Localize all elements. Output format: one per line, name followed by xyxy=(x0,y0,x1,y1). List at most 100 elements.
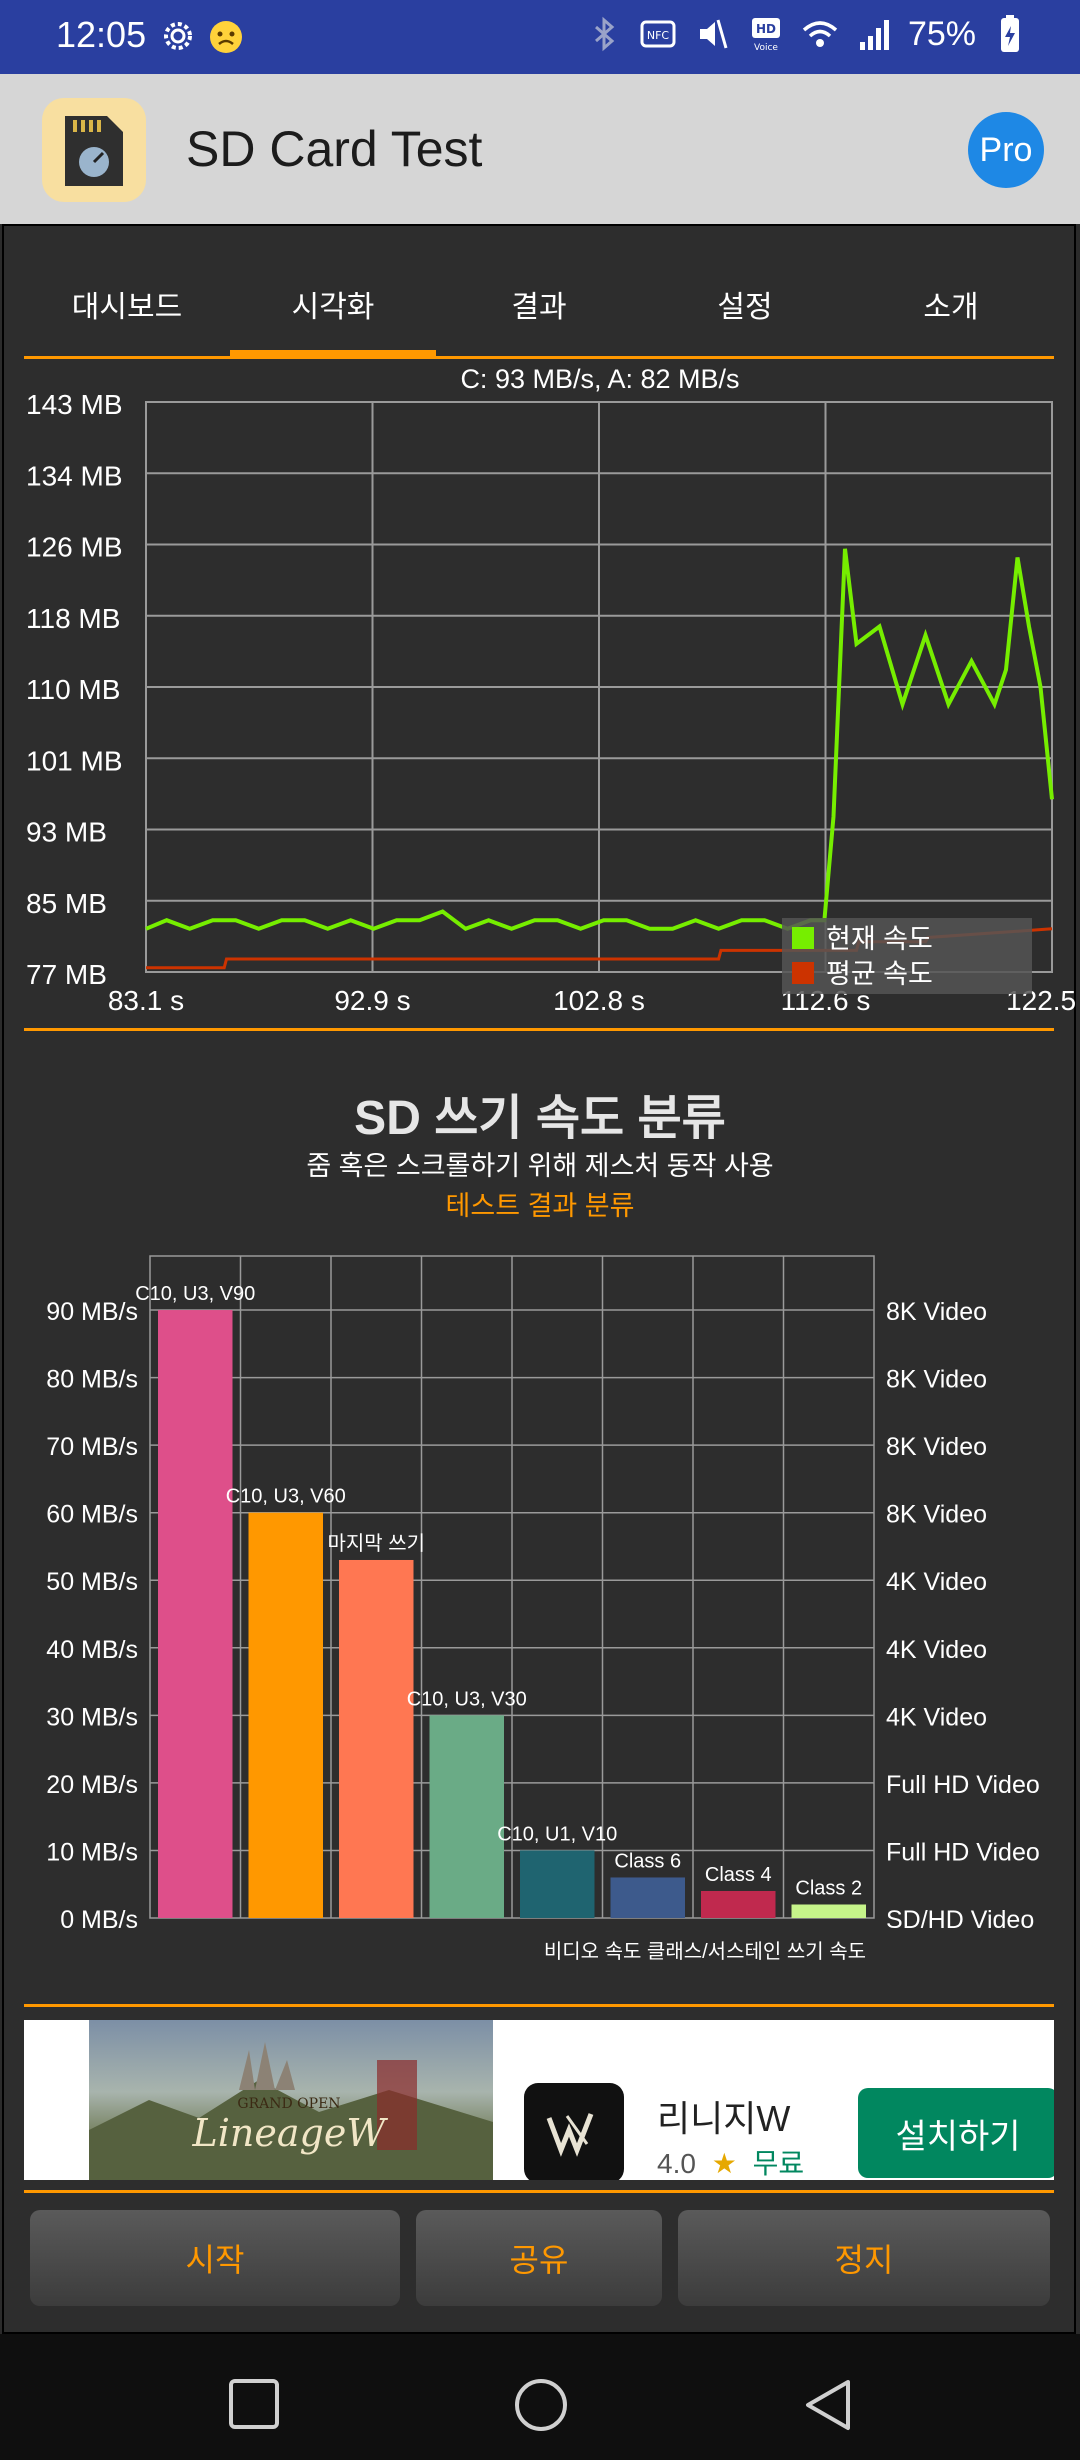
battery-icon xyxy=(1001,15,1019,52)
ad-install-button[interactable]: 설치하기 xyxy=(858,2088,1054,2178)
speed-chart-y-tick: 143 MB xyxy=(26,389,123,420)
ad-banner[interactable]: GRAND OPEN LineageW 리니지W 4.0 ★ 무료 설치하기 xyxy=(24,2020,1054,2180)
battery-percent: 75% xyxy=(907,14,976,53)
bar-chart-subtitle: 줌 혹은 스크롤하기 위해 제스처 동작 사용 xyxy=(306,1151,774,1181)
app-title: SD Card Test xyxy=(186,121,483,177)
bar-chart-bars: C10, U3, V90 C10, U3, V60 마지막 쓰기 C10, U3, V… xyxy=(135,1283,866,1918)
recents-icon[interactable] xyxy=(228,2378,280,2430)
ad-rating: 4.0 xyxy=(657,2148,696,2179)
speed-class-bar-chart[interactable]: 0 MB/s 10 MB/s 20 MB/s 30 MB/s 40 MB/s 50 MB/… xyxy=(0,1240,1080,1980)
status-time: 12:05 xyxy=(56,14,147,55)
bar-label: C10, U3, V90 xyxy=(135,1283,255,1305)
ad-top-divider xyxy=(24,2004,1054,2007)
ad-app-name[interactable]: 리니지W xyxy=(657,2098,791,2139)
star-icon: ★ xyxy=(711,2148,737,2179)
ad-app-logo[interactable] xyxy=(524,2083,624,2180)
settings-gear-icon xyxy=(164,22,192,50)
speed-chart-y-tick: 126 MB xyxy=(26,532,123,563)
bar-chart-y-tick: 70 MB/s xyxy=(46,1433,138,1461)
legend-average-label: 평균 속도 xyxy=(826,959,933,989)
bar xyxy=(339,1559,414,1918)
bar-chart-right-tick: Full HD Video xyxy=(886,1771,1040,1799)
bar-chart-y-tick: 80 MB/s xyxy=(46,1366,138,1394)
speed-chart-x-tick: 92.9 s xyxy=(334,985,410,1016)
tab-bar: 대시보드 시각화 결과 설정 소개 xyxy=(24,258,1054,358)
bar-chart-y-tick: 30 MB/s xyxy=(46,1703,138,1731)
svg-text:Voice: Voice xyxy=(754,43,778,53)
bar-label: Class 6 xyxy=(614,1850,681,1872)
speed-chart-title: C: 93 MB/s, A: 82 MB/s xyxy=(460,364,739,394)
bar-chart-y-tick: 90 MB/s xyxy=(46,1298,138,1326)
speed-chart-y-tick: 101 MB xyxy=(26,745,123,776)
tab-divider xyxy=(24,356,1054,359)
stop-button[interactable]: 정지 xyxy=(678,2210,1050,2306)
wifi-icon xyxy=(802,21,838,47)
ad-game-artwork[interactable]: GRAND OPEN LineageW xyxy=(89,2020,493,2180)
bar-chart-y-tick: 40 MB/s xyxy=(46,1636,138,1664)
legend-average-swatch xyxy=(792,962,814,984)
tab-settings[interactable]: 설정 xyxy=(717,291,773,324)
speed-chart-y-ticks: 143 MB 134 MB 126 MB 118 MB 110 MB 101 MB 93 M… xyxy=(26,389,123,990)
speed-chart-y-tick: 85 MB xyxy=(26,888,107,919)
bar-chart-right-tick: 8K Video xyxy=(886,1501,987,1529)
bar xyxy=(791,1904,866,1918)
speed-chart-legend: 현재 속도 평균 속도 xyxy=(782,918,1032,994)
emoji-notification-icon xyxy=(210,21,242,53)
current-speed-line xyxy=(145,548,1054,932)
tab-visualization[interactable]: 시각화 xyxy=(291,291,375,324)
app-bar: SD Card Test Pro xyxy=(0,74,1080,224)
speed-chart-y-tick: 110 MB xyxy=(26,674,120,705)
speed-chart-y-tick: 118 MB xyxy=(26,603,120,634)
svg-text:NFC: NFC xyxy=(647,29,670,42)
bar-chart-right-tick: 8K Video xyxy=(886,1366,987,1394)
home-icon[interactable] xyxy=(514,2378,568,2432)
active-tab-indicator xyxy=(230,350,436,356)
bar-label: Class 4 xyxy=(705,1864,772,1886)
speed-line-chart[interactable]: C: 93 MB/s, A: 82 MB/s 143 MB 134 MB 126 M… xyxy=(0,360,1080,1030)
tab-results[interactable]: 결과 xyxy=(511,291,567,324)
bar-label: C10, U3, V30 xyxy=(407,1688,527,1710)
sd-card-app-icon xyxy=(42,98,146,202)
chart-divider xyxy=(24,1028,1054,1031)
bar-chart-title: SD 쓰기 속도 분류 xyxy=(354,1092,726,1145)
back-icon[interactable] xyxy=(802,2378,854,2432)
signal-icon xyxy=(859,20,889,50)
speed-chart-y-tick: 134 MB xyxy=(26,460,123,491)
start-button[interactable]: 시작 xyxy=(30,2210,400,2306)
ad-bottom-divider xyxy=(24,2190,1054,2193)
bar-chart-xlabel: 비디오 속도 클래스/서스테인 쓰기 속도 xyxy=(544,1940,866,1963)
bar xyxy=(429,1715,504,1918)
bar-chart-y-ticks: 0 MB/s 10 MB/s 20 MB/s 30 MB/s 40 MB/s 50 MB/… xyxy=(46,1298,138,1934)
ad-price: 무료 xyxy=(752,2148,805,2179)
bar-chart-right-tick: SD/HD Video xyxy=(886,1906,1034,1934)
pro-button[interactable]: Pro xyxy=(968,112,1044,188)
bar-label: C10, U1, V10 xyxy=(497,1823,617,1845)
tab-dashboard[interactable]: 대시보드 xyxy=(71,291,183,324)
classify-results-link[interactable]: 테스트 결과 분류 xyxy=(445,1191,635,1221)
bar-chart-y-tick: 0 MB/s xyxy=(60,1906,138,1934)
ad-banner-small-text: GRAND OPEN xyxy=(237,2096,340,2112)
bar xyxy=(610,1877,685,1918)
bar-chart-right-tick: 8K Video xyxy=(886,1433,987,1461)
bar-label: C10, U3, V60 xyxy=(226,1486,346,1508)
ad-meta: 4.0 ★ 무료 xyxy=(657,2142,804,2180)
bar xyxy=(701,1890,776,1918)
bluetooth-icon xyxy=(594,16,615,52)
system-nav-bar xyxy=(0,2334,1080,2460)
nfc-icon: NFC xyxy=(640,20,676,48)
hd-voice-icon: HD Voice xyxy=(751,18,780,53)
bar-chart-right-tick: 4K Video xyxy=(886,1636,987,1664)
bar-chart-y-tick: 20 MB/s xyxy=(46,1771,138,1799)
share-button[interactable]: 공유 xyxy=(416,2210,662,2306)
bar-label: Class 2 xyxy=(795,1877,862,1899)
bar-chart-y-tick: 50 MB/s xyxy=(46,1568,138,1596)
mute-icon xyxy=(699,19,728,49)
speed-chart-y-tick: 93 MB xyxy=(26,817,107,848)
tab-about[interactable]: 소개 xyxy=(923,291,979,324)
ad-banner-logo-text: LineageW xyxy=(192,2111,389,2155)
bar-chart-y-tick: 10 MB/s xyxy=(46,1838,138,1866)
bar xyxy=(158,1310,233,1918)
speed-chart-y-tick: 77 MB xyxy=(26,959,107,990)
bar xyxy=(520,1850,595,1918)
speed-chart-x-tick: 83.1 s xyxy=(108,985,184,1016)
